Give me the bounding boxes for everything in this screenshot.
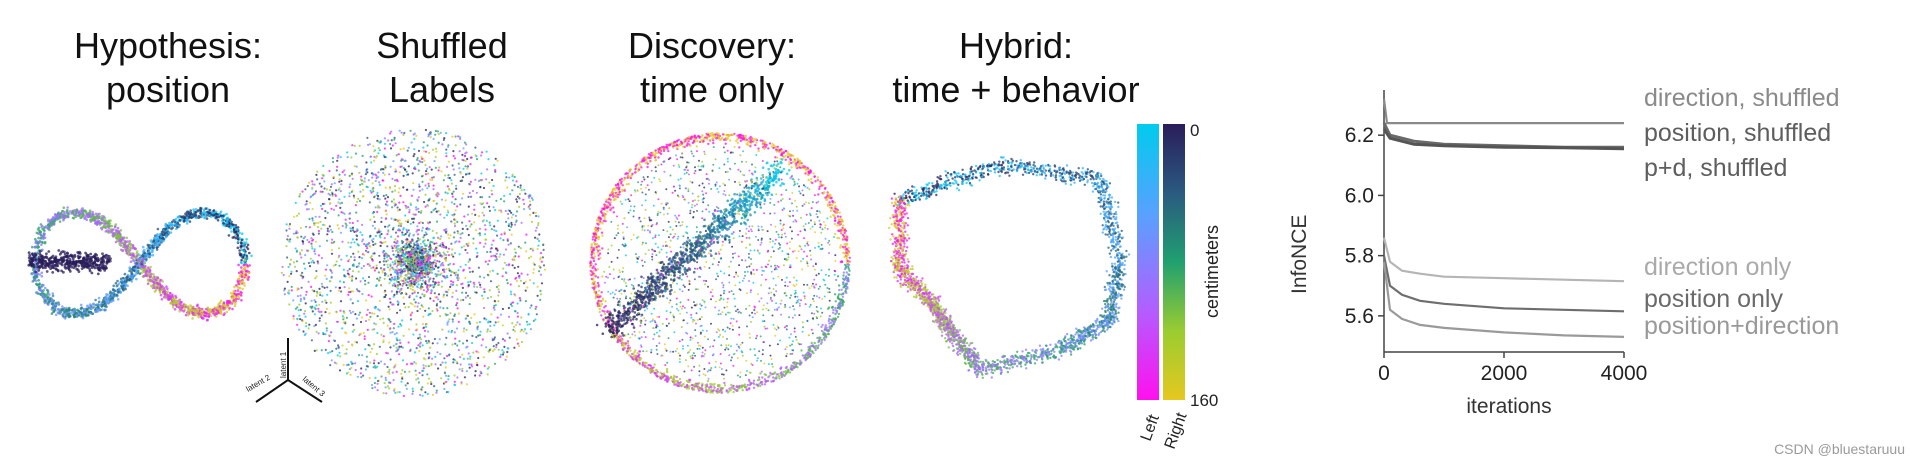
panel-title-hybrid: Hybrid: time + behavior (892, 25, 1140, 110)
series-line-3 (1382, 128, 1625, 151)
x-tick-label: 4000 (1601, 362, 1648, 385)
colorbar-right-label: Right (1162, 410, 1191, 451)
legend-label-5: position only (1644, 285, 1783, 313)
x-tick-label: 0 (1378, 362, 1390, 385)
triad-label-latent-3: latent 3 (301, 375, 327, 399)
series-line-6 (1382, 261, 1625, 338)
embedding-shuffled-labels (280, 128, 547, 397)
triad-label-latent-1: latent 1 (279, 351, 288, 378)
embedding-hypothesis-position (27, 206, 253, 322)
y-tick-label: 6.2 (1345, 124, 1374, 147)
colorbar-tick-top: 0 (1190, 121, 1199, 140)
y-tick-label: 5.8 (1345, 245, 1374, 268)
series-line-4 (1382, 237, 1625, 283)
latent-axes-triad: latent 1 latent 2 latent 3 (245, 338, 327, 403)
y-axis-label: InfoNCE (1288, 215, 1311, 294)
credit-watermark: CSDN @bluestaruuu (1774, 441, 1905, 457)
embedding-discovery-time (589, 131, 851, 395)
colorbar-right-bar (1163, 124, 1185, 400)
panel-title-shuffled: Shuffled Labels (376, 25, 508, 110)
infonce-chart: 5.6 5.8 6.0 6.2 0 2000 4000 InfoNCE iteration… (1288, 84, 1840, 418)
colorbar-label: centimeters (1202, 225, 1222, 318)
panel-title-hypothesis: Hypothesis: position (73, 25, 263, 110)
series-line-1 (1382, 98, 1624, 125)
embedding-hybrid (888, 156, 1131, 379)
legend-label-4: direction only (1644, 253, 1792, 281)
colorbar-left-bar (1137, 124, 1159, 400)
x-axis-label: iterations (1466, 395, 1551, 418)
colorbar: 0 160 centimeters Left Right (1137, 121, 1222, 451)
colorbar-left-label: Left (1138, 412, 1163, 443)
y-tick-label: 5.6 (1345, 305, 1374, 328)
series-line-5 (1382, 255, 1625, 313)
colorbar-tick-bottom: 160 (1190, 391, 1218, 410)
legend-label-2: position, shuffled (1644, 119, 1831, 147)
legend-label-1: direction, shuffled (1644, 84, 1840, 112)
panel-title-discovery: Discovery: time only (627, 25, 797, 110)
triad-label-latent-2: latent 2 (245, 373, 273, 394)
x-tick-label: 2000 (1481, 362, 1528, 385)
y-tick-label: 6.0 (1345, 184, 1374, 207)
legend-label-6: position+direction (1644, 312, 1839, 340)
legend-label-3: p+d, shuffled (1644, 154, 1787, 182)
